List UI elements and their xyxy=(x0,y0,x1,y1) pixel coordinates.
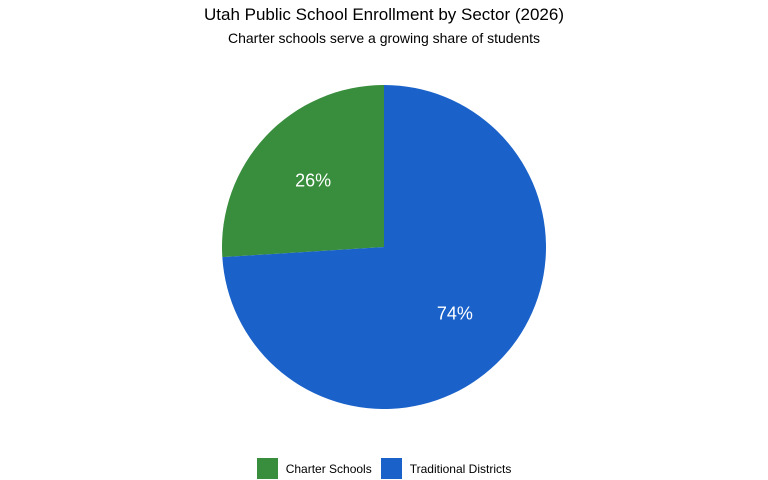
pie-label-charter-schools: 26% xyxy=(295,170,331,190)
legend: Charter Schools Traditional Districts xyxy=(0,458,768,479)
pie-label-traditional-districts: 74% xyxy=(437,304,473,324)
legend-swatch-charter-schools xyxy=(256,458,278,479)
legend-swatch-traditional-districts xyxy=(380,458,402,479)
legend-label-charter-schools: Charter Schools xyxy=(285,461,372,476)
legend-item-traditional-districts: Traditional Districts xyxy=(380,458,512,479)
pie-slice-charter-schools xyxy=(221,85,384,258)
legend-label-traditional-districts: Traditional Districts xyxy=(409,461,512,476)
chart-title: Utah Public School Enrollment by Sector … xyxy=(203,5,564,24)
chart-subtitle: Charter schools serve a growing share of… xyxy=(227,30,541,46)
legend-item-charter-schools: Charter Schools xyxy=(256,458,372,479)
pie-slice-traditional-districts xyxy=(222,85,546,410)
